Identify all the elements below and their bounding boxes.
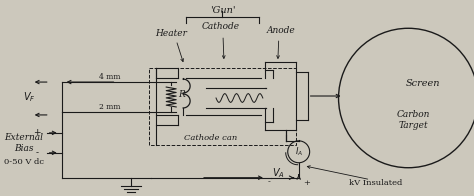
Text: $I_A$: $I_A$ (295, 146, 303, 158)
Text: R: R (178, 90, 184, 99)
Text: 'Gun': 'Gun' (210, 6, 235, 15)
Text: Cathode can: Cathode can (184, 134, 237, 142)
Text: -: - (35, 148, 38, 157)
Text: +: + (303, 179, 310, 187)
Text: +: + (33, 128, 40, 137)
Text: Screen: Screen (406, 79, 440, 88)
Text: Heater: Heater (155, 29, 187, 38)
Text: $V_F$: $V_F$ (23, 90, 36, 104)
Bar (149, 68, 296, 145)
Text: kV Insulated: kV Insulated (349, 179, 402, 187)
Text: Cathode: Cathode (202, 22, 240, 31)
Text: -: - (267, 179, 270, 187)
Text: $V_A$: $V_A$ (273, 166, 285, 180)
Text: 0-50 V dc: 0-50 V dc (4, 158, 44, 166)
Text: External
Bias: External Bias (4, 133, 43, 152)
Text: Anode: Anode (266, 26, 295, 35)
Text: Carbon
Target: Carbon Target (397, 110, 430, 130)
Text: 2 mm: 2 mm (99, 103, 120, 111)
Text: 4 mm: 4 mm (99, 73, 120, 81)
